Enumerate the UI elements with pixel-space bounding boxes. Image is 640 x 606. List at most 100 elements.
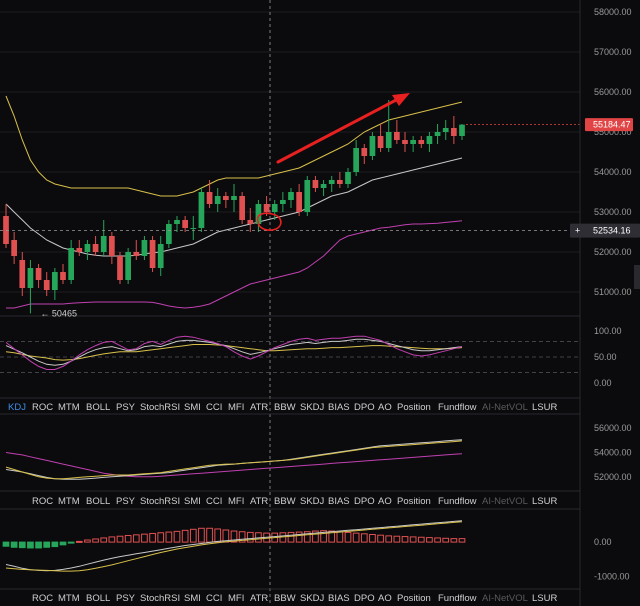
candle[interactable] <box>361 144 368 164</box>
indicator-tab[interactable]: AO <box>378 496 392 507</box>
candle[interactable] <box>394 120 400 144</box>
candle[interactable] <box>328 176 335 192</box>
indicator-tab[interactable]: AO <box>378 593 392 604</box>
indicator-tab[interactable]: LSUR <box>532 496 557 507</box>
indicator-tab[interactable]: AI-NetVOL <box>482 593 528 604</box>
crosshair-price-tag[interactable]: + 52534.16 <box>570 223 640 238</box>
candle[interactable] <box>426 132 433 152</box>
indicator-tab[interactable]: Fundflow <box>438 402 477 413</box>
candle[interactable] <box>19 252 26 296</box>
candle[interactable] <box>190 216 197 240</box>
candle[interactable] <box>377 124 384 152</box>
candle[interactable] <box>451 116 457 144</box>
indicator-tab[interactable]: Position <box>397 593 431 604</box>
indicator-tab[interactable]: BIAS <box>328 402 350 413</box>
candle[interactable] <box>174 216 180 232</box>
indicator-tab[interactable]: DPO <box>354 496 375 507</box>
candle[interactable] <box>239 192 245 224</box>
candle[interactable] <box>125 248 131 284</box>
candle[interactable] <box>353 140 359 176</box>
indicator-tab[interactable]: Position <box>397 496 431 507</box>
indicator-tab[interactable]: ROC <box>32 496 53 507</box>
candle[interactable] <box>92 236 99 256</box>
indicator-tab[interactable]: AI-NetVOL <box>482 402 528 413</box>
candle[interactable] <box>418 136 425 148</box>
indicator-tab[interactable]: MTM <box>58 496 80 507</box>
candle[interactable] <box>442 120 449 140</box>
indicator-tab[interactable]: BIAS <box>328 496 350 507</box>
indicator-tab[interactable]: AI-NetVOL <box>482 496 528 507</box>
indicator-tab[interactable]: PSY <box>116 402 136 413</box>
indicator-tab[interactable]: MTM <box>58 402 80 413</box>
indicator-tab[interactable]: CCI <box>206 402 222 413</box>
candle[interactable] <box>100 220 107 256</box>
candle[interactable] <box>43 272 50 296</box>
candle[interactable] <box>182 216 188 232</box>
indicator-tab[interactable]: CCI <box>206 496 222 507</box>
indicator-tab[interactable]: BOLL <box>86 593 110 604</box>
candlestick-series[interactable] <box>3 100 580 314</box>
candle[interactable] <box>3 204 9 248</box>
indicator-tab[interactable]: Position <box>397 402 431 413</box>
indicator-tab[interactable]: SMI <box>184 496 201 507</box>
indicator-tab[interactable]: LSUR <box>532 402 557 413</box>
candle[interactable] <box>280 192 286 212</box>
indicator-tab[interactable]: AO <box>378 402 392 413</box>
indicator-tab[interactable]: ATR <box>250 496 268 507</box>
candle[interactable] <box>35 264 42 288</box>
candle[interactable] <box>337 172 343 188</box>
candle[interactable] <box>76 240 83 256</box>
candle[interactable] <box>223 192 229 208</box>
candle[interactable] <box>247 208 254 232</box>
indicator-tab[interactable]: MFI <box>228 402 244 413</box>
candle[interactable] <box>288 188 294 208</box>
candle[interactable] <box>84 240 91 260</box>
indicator-tab[interactable]: BBW <box>274 496 296 507</box>
indicator-tab[interactable]: SKDJ <box>300 496 325 507</box>
candle[interactable] <box>68 240 74 284</box>
candle[interactable] <box>459 124 465 140</box>
candle[interactable] <box>27 260 34 314</box>
candle[interactable] <box>166 220 172 248</box>
candle[interactable] <box>345 168 351 188</box>
indicator-tab[interactable]: MFI <box>228 496 244 507</box>
indicator-tab[interactable]: DPO <box>354 593 375 604</box>
indicator-tab[interactable]: BOLL <box>86 496 110 507</box>
indicator-tab[interactable]: CCI <box>206 593 222 604</box>
indicator-tab[interactable]: LSUR <box>532 593 557 604</box>
indicator-tab[interactable]: ATR <box>250 402 268 413</box>
candle[interactable] <box>231 184 237 212</box>
indicator-tab-bar-3[interactable]: ROC MTM BOLL PSY StochRSI SMI CCI MFI ATR BBW SKDJ… <box>32 593 557 604</box>
indicator-tab[interactable]: KDJ <box>8 402 26 413</box>
candle[interactable] <box>206 180 213 208</box>
candle[interactable] <box>149 236 156 272</box>
indicator-tab[interactable]: BIAS <box>328 593 350 604</box>
indicator-tab[interactable]: StochRSI <box>140 402 180 413</box>
candle[interactable] <box>410 136 416 152</box>
candle[interactable] <box>369 132 376 160</box>
candle[interactable] <box>52 268 58 300</box>
indicator-tab[interactable]: MTM <box>58 593 80 604</box>
candle[interactable] <box>320 180 327 196</box>
candle[interactable] <box>133 240 140 260</box>
indicator-tab[interactable]: StochRSI <box>140 496 180 507</box>
panel-resize-handle[interactable] <box>634 265 640 289</box>
indicator-tab[interactable]: PSY <box>116 593 136 604</box>
candle[interactable] <box>198 188 205 232</box>
indicator-tab[interactable]: Fundflow <box>438 496 477 507</box>
candle[interactable] <box>157 236 164 276</box>
indicator-tab[interactable]: ATR <box>250 593 268 604</box>
indicator-tab[interactable]: BBW <box>274 402 296 413</box>
add-alert-icon[interactable]: + <box>575 226 580 236</box>
indicator-tab-bar-1[interactable]: KDJ ROC MTM BOLL PSY StochRSI SMI CCI MFI ATR BBW S… <box>8 402 557 413</box>
candle[interactable] <box>60 264 66 284</box>
candle[interactable] <box>214 188 221 212</box>
indicator-tab[interactable]: MFI <box>228 593 244 604</box>
indicator-tab[interactable]: BBW <box>274 593 296 604</box>
indicator-tab[interactable]: SKDJ <box>300 402 325 413</box>
indicator-tab[interactable]: ROC <box>32 402 53 413</box>
candle[interactable] <box>141 236 148 260</box>
candle[interactable] <box>402 132 408 152</box>
candle[interactable] <box>385 100 392 152</box>
